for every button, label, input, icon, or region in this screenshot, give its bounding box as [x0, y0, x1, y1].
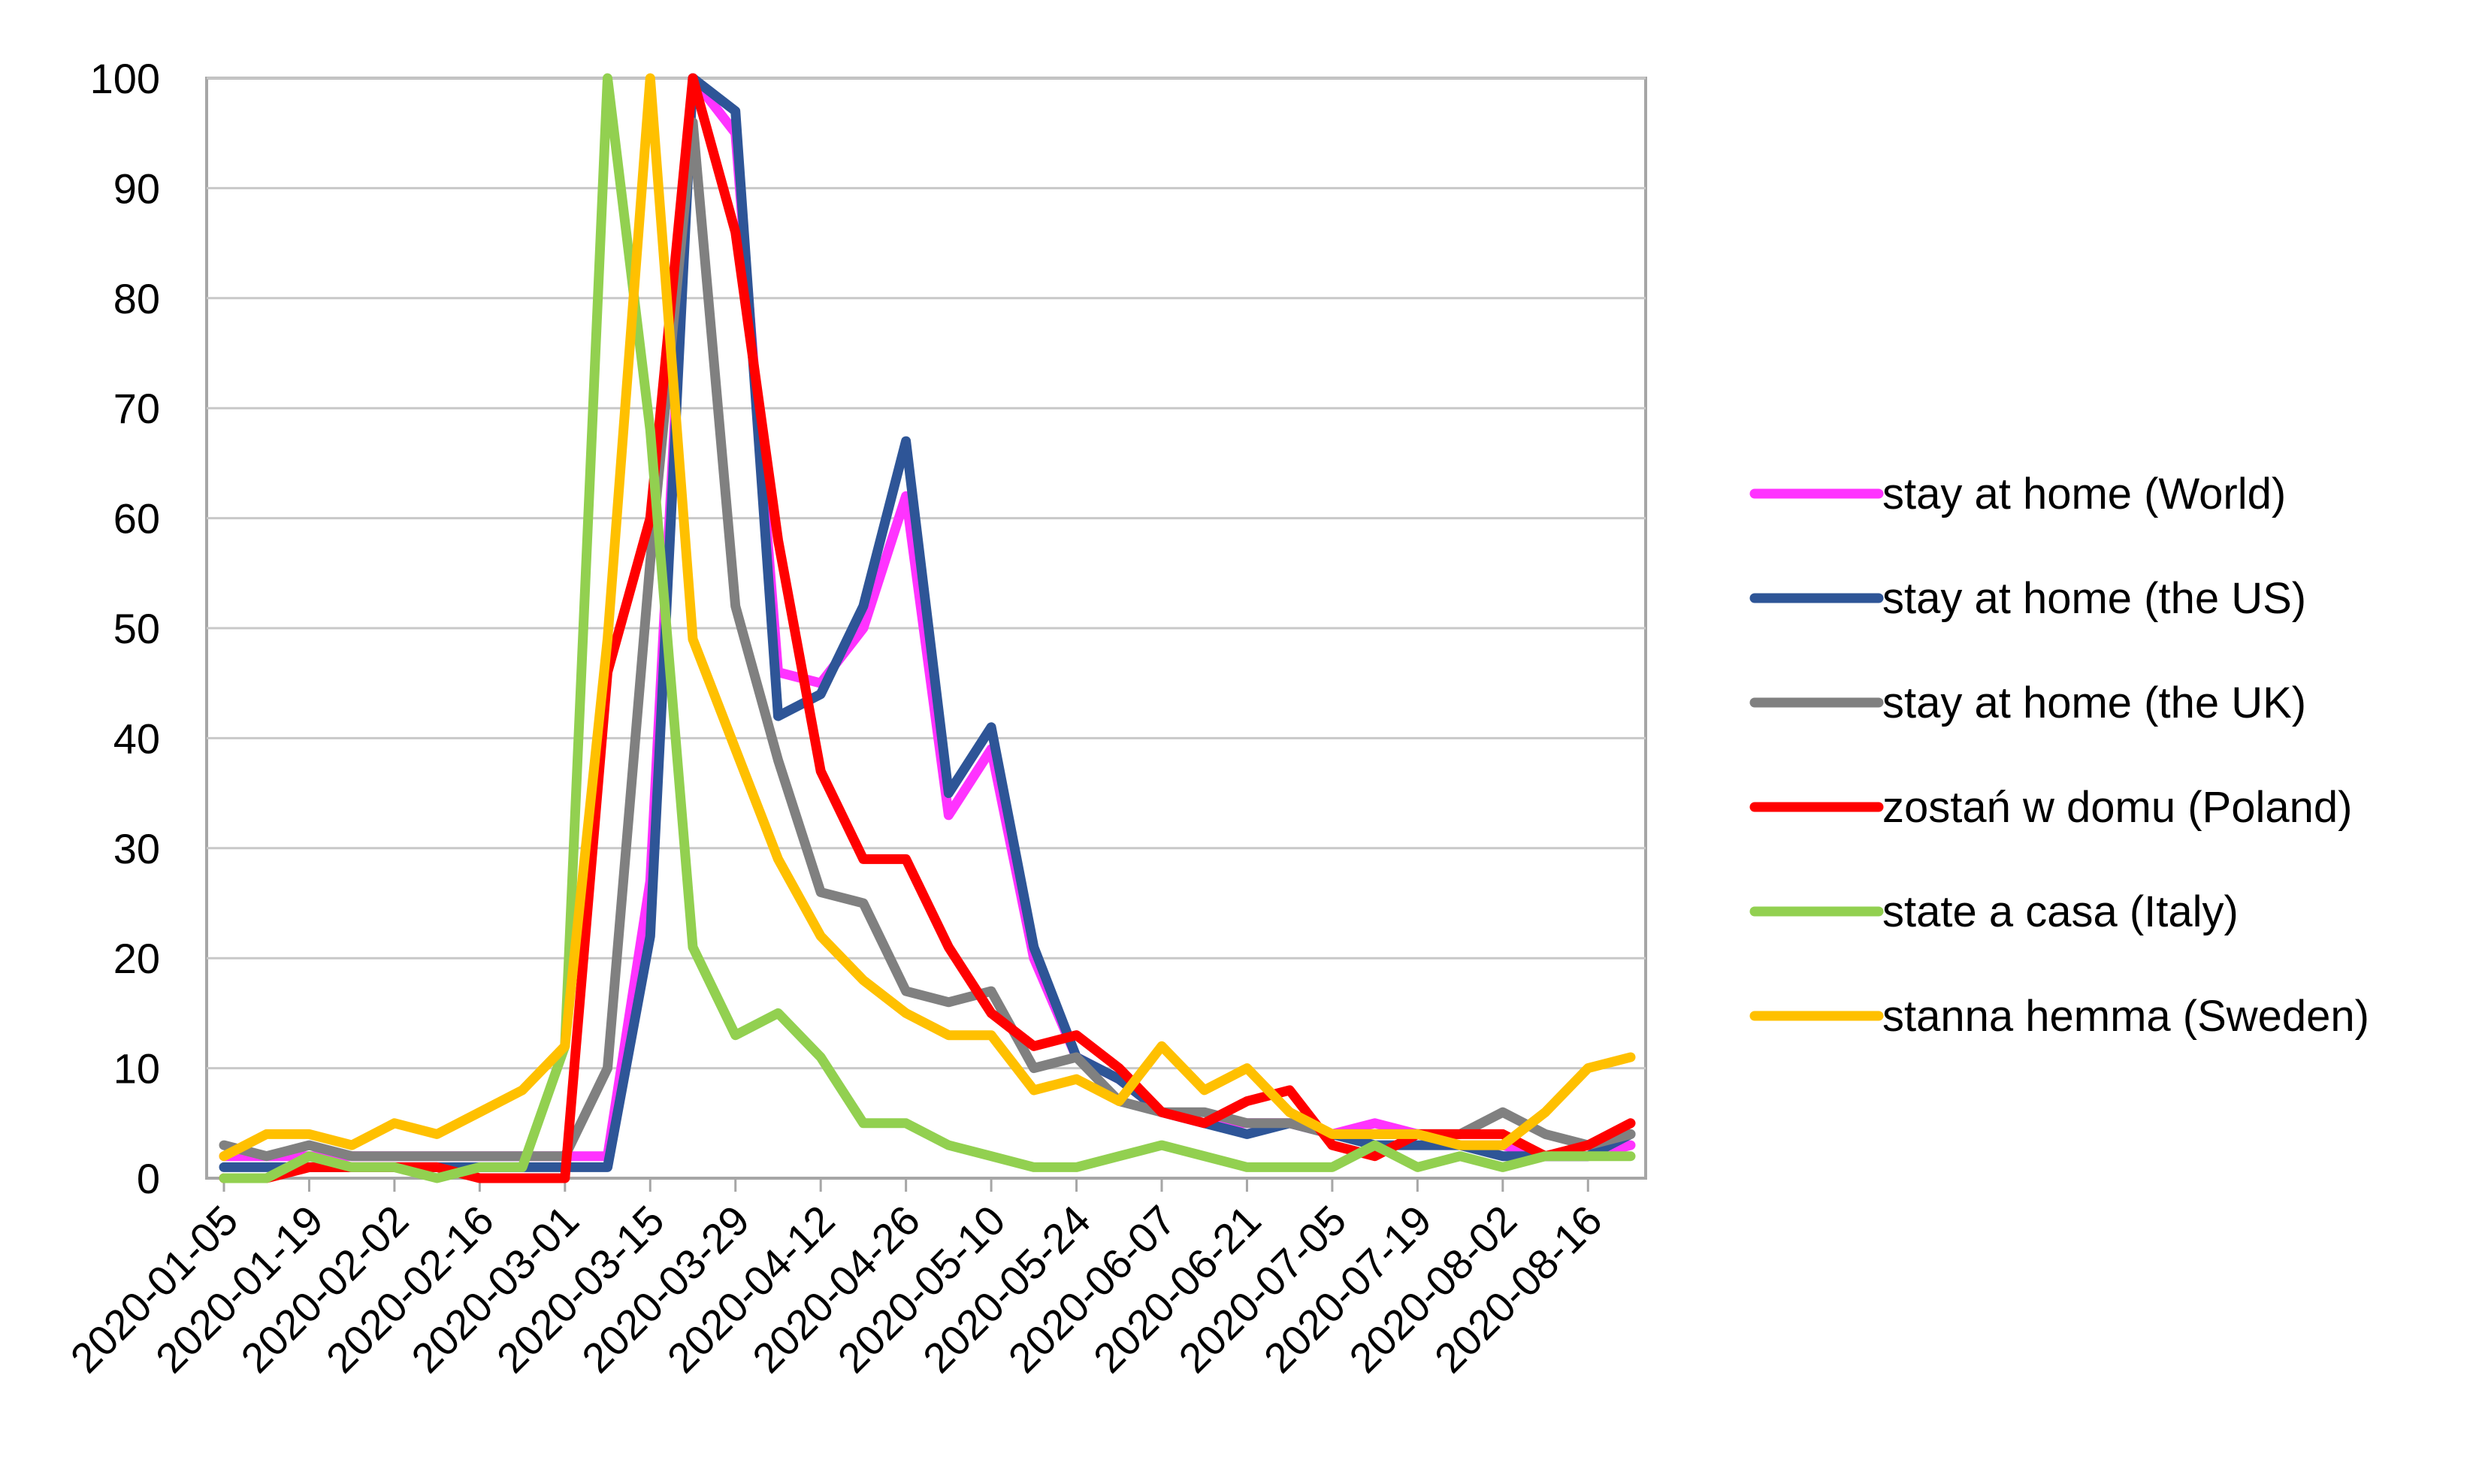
y-tick-label: 90: [113, 165, 160, 212]
gridlines: [207, 77, 1646, 1180]
y-axis: 0 10 20 30 40 50 60 70 80 90 100: [90, 55, 160, 1202]
series-lines: [219, 73, 1636, 1183]
legend-item: stay at home (the US): [1749, 574, 2306, 623]
y-tick-label: 0: [137, 1155, 160, 1202]
legend: stay at home (World) stay at home (the US…: [1749, 470, 2369, 1041]
y-tick-label: 70: [113, 385, 160, 432]
y-tick-label: 20: [113, 935, 160, 982]
legend-label: stay at home (the UK): [1882, 679, 2306, 727]
series-line-4: [219, 73, 1636, 1183]
legend-item: stanna hemma (Sweden): [1749, 992, 2369, 1041]
y-tick-label: 10: [113, 1045, 160, 1093]
legend-label: state a casa (Italy): [1882, 887, 2239, 936]
legend-label: zostań w domu (Poland): [1882, 783, 2352, 832]
y-tick-label: 100: [90, 55, 160, 102]
y-tick-label: 60: [113, 495, 160, 543]
y-tick-label: 40: [113, 715, 160, 762]
legend-label: stay at home (World): [1882, 470, 2286, 518]
series-line-5: [219, 73, 1636, 1162]
x-axis: 2020-01-052020-01-192020-02-022020-02-16…: [61, 1178, 1611, 1382]
legend-label: stanna hemma (Sweden): [1882, 992, 2369, 1041]
legend-item: stay at home (the UK): [1749, 679, 2306, 727]
legend-label: stay at home (the US): [1882, 574, 2306, 623]
y-tick-label: 30: [113, 825, 160, 872]
y-tick-label: 50: [113, 605, 160, 652]
legend-item: state a casa (Italy): [1749, 887, 2239, 936]
legend-item: stay at home (World): [1749, 470, 2286, 518]
legend-item: zostań w domu (Poland): [1749, 783, 2352, 832]
y-tick-label: 80: [113, 275, 160, 322]
